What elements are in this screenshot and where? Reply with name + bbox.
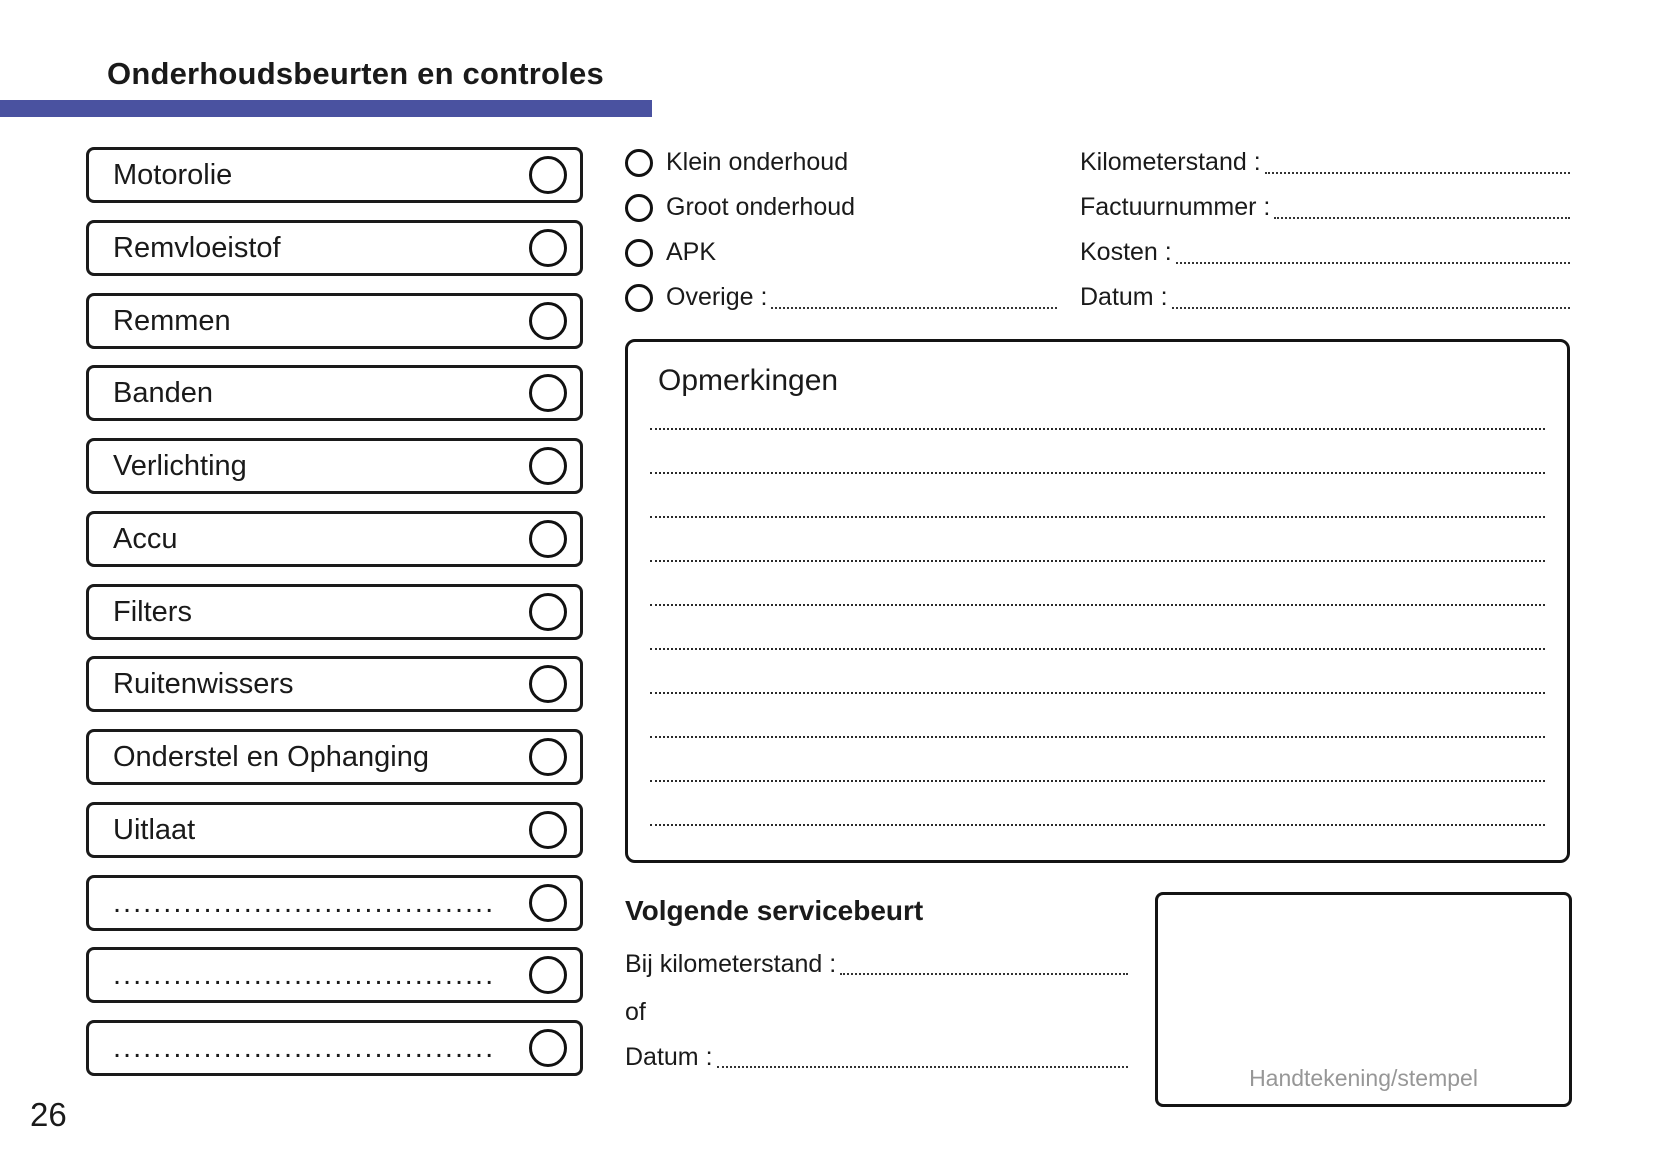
option-row-klein-onderhoud: Klein onderhoud bbox=[625, 140, 1057, 185]
option-label: Klein onderhoud bbox=[666, 148, 849, 176]
checklist-label: Ruitenwissers bbox=[113, 667, 294, 700]
page-title: Onderhoudsbeurten en controles bbox=[107, 56, 604, 91]
or-label: of bbox=[625, 998, 646, 1026]
remarks-box: Opmerkingen bbox=[625, 339, 1570, 863]
check-circle-icon bbox=[529, 374, 567, 412]
check-circle-icon bbox=[529, 156, 567, 194]
option-label: Overige : bbox=[666, 283, 768, 311]
service-type-options: Klein onderhoud Groot onderhoud APK Over… bbox=[625, 140, 1057, 320]
checklist-label: Remmen bbox=[113, 304, 231, 337]
option-label: Groot onderhoud bbox=[666, 193, 856, 221]
checklist-row-filters: Filters bbox=[86, 584, 583, 640]
check-circle-icon bbox=[529, 884, 567, 922]
dotted-fill-line bbox=[1171, 307, 1570, 309]
record-fields: Kilometerstand : Factuurnummer : Kosten … bbox=[1080, 140, 1570, 320]
checklist-row-remvloeistof: Remvloeistof bbox=[86, 220, 583, 276]
radio-circle-icon bbox=[625, 238, 653, 267]
check-circle-icon bbox=[529, 229, 567, 267]
next-service-date-row: Datum : bbox=[625, 1036, 1128, 1078]
checklist-row-blank-3: ...................................... bbox=[86, 1020, 583, 1076]
dotted-fill-line bbox=[716, 1066, 1128, 1068]
remarks-title: Opmerkingen bbox=[658, 364, 839, 397]
field-label: Datum : bbox=[625, 1043, 713, 1071]
check-circle-icon bbox=[529, 665, 567, 703]
remarks-ruled-line bbox=[650, 780, 1545, 782]
dotted-fill-line bbox=[840, 973, 1128, 975]
radio-circle-icon bbox=[625, 193, 653, 222]
checklist-row-blank-1: ...................................... bbox=[86, 875, 583, 931]
check-circle-icon bbox=[529, 520, 567, 558]
dotted-fill-line bbox=[771, 307, 1057, 309]
remarks-ruled-line bbox=[650, 604, 1545, 606]
field-label: Kosten : bbox=[1080, 238, 1172, 266]
check-circle-icon bbox=[529, 1029, 567, 1067]
field-label: Bij kilometerstand : bbox=[625, 950, 837, 978]
checklist-label: Remvloeistof bbox=[113, 231, 281, 264]
checklist-row-remmen: Remmen bbox=[86, 293, 583, 349]
remarks-ruled-line bbox=[650, 560, 1545, 562]
checklist-label: Uitlaat bbox=[113, 813, 196, 846]
checklist-label: Verlichting bbox=[113, 449, 247, 482]
checklist-label: Accu bbox=[113, 522, 178, 555]
remarks-ruled-line bbox=[650, 824, 1545, 826]
remarks-ruled-line bbox=[650, 736, 1545, 738]
remarks-ruled-line bbox=[650, 472, 1545, 474]
checklist-row-motorolie: Motorolie bbox=[86, 147, 583, 203]
checklist-row-blank-2: ...................................... bbox=[86, 947, 583, 1003]
page-number: 26 bbox=[30, 1096, 67, 1133]
checklist-row-banden: Banden bbox=[86, 365, 583, 421]
check-circle-icon bbox=[529, 738, 567, 776]
dotted-fill-line bbox=[1175, 262, 1570, 264]
check-circle-icon bbox=[529, 593, 567, 631]
option-row-overige: Overige : bbox=[625, 275, 1057, 320]
accent-bar bbox=[0, 100, 652, 117]
checklist-label: Onderstel en Ophanging bbox=[113, 740, 429, 773]
radio-circle-icon bbox=[625, 283, 653, 312]
remarks-ruled-line bbox=[650, 428, 1545, 430]
checklist-row-uitlaat: Uitlaat bbox=[86, 802, 583, 858]
check-circle-icon bbox=[529, 956, 567, 994]
checklist-label: Motorolie bbox=[113, 158, 233, 191]
checklist-label: Filters bbox=[113, 595, 192, 628]
signature-label: Handtekening/stempel bbox=[1249, 1065, 1478, 1091]
field-row-kilometerstand: Kilometerstand : bbox=[1080, 140, 1570, 185]
field-row-factuurnummer: Factuurnummer : bbox=[1080, 185, 1570, 230]
check-circle-icon bbox=[529, 811, 567, 849]
check-circle-icon bbox=[529, 302, 567, 340]
remarks-ruled-line bbox=[650, 648, 1545, 650]
checklist-dotted-label: ...................................... bbox=[113, 886, 496, 919]
dotted-fill-line bbox=[1274, 217, 1570, 219]
field-label: Datum : bbox=[1080, 283, 1168, 311]
remarks-ruled-line bbox=[650, 516, 1545, 518]
option-label: APK bbox=[666, 238, 717, 266]
signature-box: Handtekening/stempel bbox=[1155, 892, 1572, 1107]
check-circle-icon bbox=[529, 447, 567, 485]
field-label: Factuurnummer : bbox=[1080, 193, 1271, 221]
checklist-dotted-label: ...................................... bbox=[113, 958, 496, 991]
checklist-row-verlichting: Verlichting bbox=[86, 438, 583, 494]
next-service-title: Volgende servicebeurt bbox=[625, 895, 924, 926]
checklist-dotted-label: ...................................... bbox=[113, 1031, 496, 1064]
checklist-label: Banden bbox=[113, 376, 213, 409]
checklist-row-ruitenwissers: Ruitenwissers bbox=[86, 656, 583, 712]
field-row-datum: Datum : bbox=[1080, 275, 1570, 320]
field-row-kosten: Kosten : bbox=[1080, 230, 1570, 275]
remarks-ruled-line bbox=[650, 692, 1545, 694]
radio-circle-icon bbox=[625, 148, 653, 177]
option-row-groot-onderhoud: Groot onderhoud bbox=[625, 185, 1057, 230]
option-row-apk: APK bbox=[625, 230, 1057, 275]
checklist-row-onderstel: Onderstel en Ophanging bbox=[86, 729, 583, 785]
dotted-fill-line bbox=[1264, 172, 1570, 174]
checklist-row-accu: Accu bbox=[86, 511, 583, 567]
field-label: Kilometerstand : bbox=[1080, 148, 1261, 176]
next-service-km-row: Bij kilometerstand : bbox=[625, 943, 1128, 985]
